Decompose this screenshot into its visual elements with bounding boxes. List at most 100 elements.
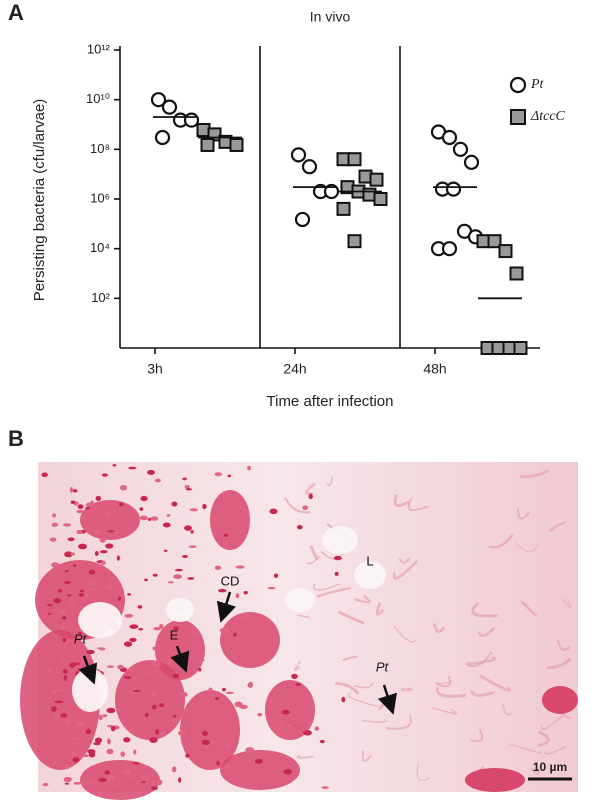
tissue-fiber xyxy=(407,497,429,512)
tissue-granule xyxy=(70,751,78,757)
tissue-granule xyxy=(214,697,219,700)
tissue-granule xyxy=(162,522,171,528)
tissue-fiber xyxy=(393,625,417,643)
tissue-granule xyxy=(63,580,71,584)
tissue-fiber xyxy=(297,614,310,618)
tissue-granule xyxy=(78,627,82,633)
tissue-granule xyxy=(64,782,70,785)
tissue-granule xyxy=(201,739,210,745)
tissue-granule xyxy=(58,688,67,692)
tissue-granule xyxy=(77,632,83,635)
tissue-granule xyxy=(129,637,137,642)
panel-label: B xyxy=(8,426,24,451)
tissue-fiber xyxy=(471,602,498,618)
data-point xyxy=(161,99,178,115)
annotation: CD xyxy=(221,573,240,588)
tissue-granule xyxy=(137,605,143,609)
tissue-fiber xyxy=(502,703,512,716)
tissue-granule xyxy=(214,472,222,477)
tissue-granule xyxy=(184,525,192,531)
tissue-granule xyxy=(132,689,141,693)
legend-label: ΔtccC xyxy=(530,109,566,124)
tissue-granule xyxy=(189,508,198,512)
tissue-granule xyxy=(86,649,95,655)
tissue-granule xyxy=(273,573,279,579)
tissue-granule xyxy=(66,763,70,770)
tissue-granule xyxy=(85,728,92,735)
data-point xyxy=(452,141,469,157)
tissue-granule xyxy=(77,504,84,510)
tissue-granule xyxy=(296,525,303,530)
tissue-fiber xyxy=(284,496,311,514)
tissue-granule xyxy=(106,738,111,745)
annotation: Pt xyxy=(376,659,390,674)
tissue-granule xyxy=(138,627,144,631)
tissue-granule xyxy=(112,760,118,764)
tissue-granule xyxy=(123,676,132,679)
tissue-granule xyxy=(72,757,80,763)
tissue-granule xyxy=(52,513,57,518)
tissue-granule xyxy=(88,526,93,529)
tissue-granule xyxy=(116,555,120,561)
tissue-granule xyxy=(268,699,275,704)
tissue-fiber xyxy=(354,594,371,604)
tissue-fiber xyxy=(392,559,419,580)
tissue-granule xyxy=(78,543,88,550)
x-tick-label: 48h xyxy=(423,361,446,377)
tissue-granule xyxy=(303,730,312,736)
panel-label: A xyxy=(8,0,24,25)
tissue-granule xyxy=(65,730,71,733)
tissue-granule xyxy=(341,696,346,703)
tissue-granule xyxy=(88,569,96,575)
data-point xyxy=(183,112,200,128)
tissue-granule xyxy=(51,522,59,527)
annotation: L xyxy=(366,553,373,568)
tissue-granule xyxy=(112,784,117,787)
tissue-granule xyxy=(46,669,55,672)
tissue-granule xyxy=(94,737,103,744)
tissue-granule xyxy=(124,613,134,618)
tissue-granule xyxy=(247,465,251,471)
tissue-granule xyxy=(172,673,180,679)
tissue-cell xyxy=(265,680,315,740)
tissue-granule xyxy=(63,523,72,527)
tissue-granule xyxy=(187,577,195,580)
tissue-granule xyxy=(60,624,65,630)
tissue-fiber xyxy=(466,651,493,668)
tissue-granule xyxy=(241,612,250,619)
data-point xyxy=(487,234,502,249)
tissue-fiber xyxy=(393,494,410,508)
tissue-granule xyxy=(150,786,158,791)
tissue-granule xyxy=(169,630,173,634)
tissue-granule xyxy=(177,730,187,736)
tissue-granule xyxy=(107,510,112,517)
tissue-granule xyxy=(155,478,161,483)
tissue-fiber xyxy=(309,545,318,560)
tissue-granule xyxy=(151,704,157,710)
tissue-granule xyxy=(119,485,128,491)
arrow xyxy=(377,684,397,715)
tissue-granule xyxy=(226,743,231,747)
tissue-granule xyxy=(225,763,230,769)
tissue-granule xyxy=(173,574,182,579)
tissue-fiber xyxy=(521,600,538,616)
tissue-granule xyxy=(107,775,115,781)
tissue-granule xyxy=(200,658,205,662)
tissue-granule xyxy=(82,754,89,758)
data-point xyxy=(509,266,524,281)
tissue-granule xyxy=(219,628,227,633)
tissue-granule xyxy=(46,603,54,606)
tissue-granule xyxy=(226,492,230,496)
tissue-granule xyxy=(88,580,97,586)
tissue-granule xyxy=(50,706,57,712)
tissue-granule xyxy=(184,484,190,489)
y-tick-label: 10¹⁰ xyxy=(86,91,110,106)
tissue-granule xyxy=(104,770,111,775)
tissue-granule xyxy=(243,590,248,595)
tissue-granule xyxy=(53,598,62,604)
tissue-granule xyxy=(167,659,171,665)
tissue-granule xyxy=(107,533,113,537)
micrograph: L CD E Pt Pt 10 µm xyxy=(20,462,578,800)
tissue-fiber xyxy=(306,555,321,565)
tissue-fiber xyxy=(347,692,379,708)
